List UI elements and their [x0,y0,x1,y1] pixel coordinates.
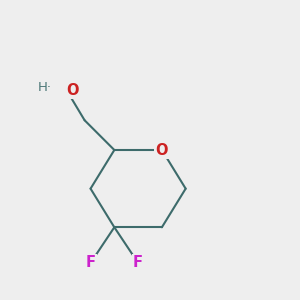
Text: H·: H· [38,81,52,94]
Text: O: O [156,142,168,158]
Text: O: O [67,83,79,98]
Text: F: F [133,255,143,270]
Text: F: F [85,255,96,270]
